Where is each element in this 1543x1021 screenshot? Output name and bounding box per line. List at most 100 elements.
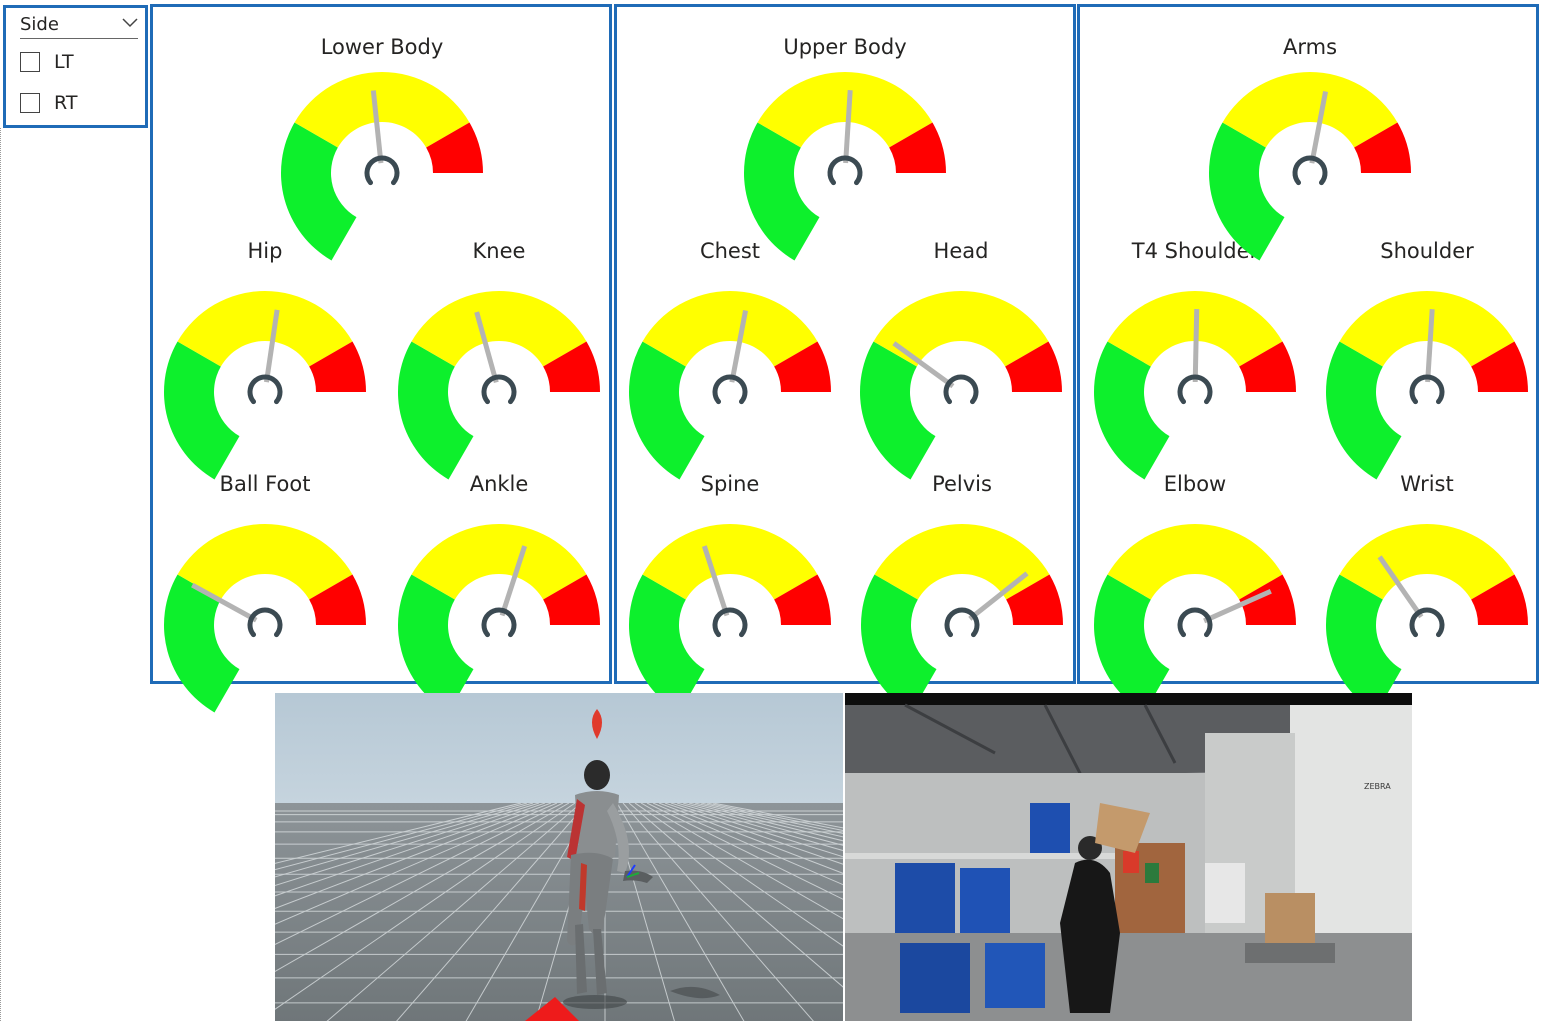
gauge-band-yellow [411,291,587,367]
gauge-needle [263,309,280,383]
gauge-hub [247,374,283,405]
gauge-band-green [164,341,240,480]
gauge-band-red [426,122,483,173]
gauge-hub [1292,155,1328,186]
gauge-band-red [309,574,366,625]
gauge-band-green [1094,341,1170,480]
slicer-title: Side [20,14,59,35]
gauge-ankle [398,524,600,713]
gauge-title-t4-shoulder: T4 Shoulder [1131,239,1259,263]
gauge-band-green [860,341,936,480]
gauge-band-yellow [411,524,587,600]
lt-checkbox[interactable] [20,52,40,72]
gauge-hub [1409,374,1445,405]
gauge-band-yellow [177,524,353,600]
slicer-option-lt[interactable]: LT [20,48,74,76]
slicer-option-label: RT [54,92,78,114]
gauge-band-red [1239,574,1296,625]
gauge-lower-body [281,72,483,261]
panel-arms: Arms T4 Shoulder Shoulder Elbow Wrist [1077,4,1539,713]
gauge-title-knee: Knee [472,239,526,263]
gauge-title-ball-foot: Ball Foot [219,472,311,496]
gauge-needle [968,571,1029,621]
gauge-title-head: Head [933,239,989,263]
gauge-ball-foot [164,524,366,713]
gauge-head [860,291,1062,480]
gauge-needle [729,310,749,383]
gauge-band-green [861,574,937,713]
gauge-needle [370,90,384,164]
gauge-band-green [281,122,357,261]
gauge-title-lower-body: Lower Body [320,35,444,59]
gauge-hub [1409,607,1445,638]
gauge-band-yellow [642,291,818,367]
gauge-pelvis [861,524,1063,713]
slicer-option-rt[interactable]: RT [20,89,77,117]
gauge-band-green [629,341,705,480]
gauge-band-red [1239,341,1296,392]
gauge-title-elbow: Elbow [1163,472,1227,496]
gauge-band-red [1005,341,1062,392]
gauge-band-yellow [1339,524,1515,600]
gauge-arms [1209,72,1411,261]
gauge-title-pelvis: Pelvis [932,472,992,496]
gauge-hub [247,607,283,638]
gauge-title-upper-body: Upper Body [783,35,907,59]
rt-checkbox[interactable] [20,93,40,113]
gauge-needle [474,311,499,384]
panel-lower-body: Lower Body Hip Knee Ball Foot Ankle [150,4,612,713]
gauge-band-green [1326,574,1402,713]
warehouse-camera-view: ZEBRA [845,693,1412,1021]
gauge-band-red [1006,574,1063,625]
chevron-down-icon[interactable] [122,16,138,30]
gauge-hub [1177,374,1213,405]
page-edge-divider [0,128,2,1021]
gauge-band-green [1326,341,1402,480]
gauge-elbow [1094,524,1296,713]
gauge-band-red [1471,341,1528,392]
gauge-band-yellow [642,524,818,600]
slicer-header[interactable]: Side [20,14,138,39]
gauge-band-green [744,122,820,261]
gauge-title-arms: Arms [1282,35,1338,59]
gauge-hub [712,607,748,638]
motion-capture-3d-view [275,693,843,1021]
gauge-band-red [543,574,600,625]
gauge-band-green [398,574,474,713]
gauge-title-wrist: Wrist [1400,472,1454,496]
gauge-band-red [543,341,600,392]
gauge-hub [1177,607,1213,638]
gauge-title-spine: Spine [700,472,760,496]
gauge-hub [827,155,863,186]
gauge-hub [943,374,979,405]
gauge-needle [499,545,528,617]
gauge-needle [892,341,955,389]
avatar-figure [567,760,653,995]
gauge-needle [191,582,258,623]
gauge-band-red [774,574,831,625]
gauge-needle [1377,555,1424,619]
gauge-band-yellow [757,72,933,148]
gauge-knee [398,291,600,480]
gauge-wrist [1326,524,1528,713]
gauge-band-yellow [177,291,353,367]
gauge-needle [701,545,730,617]
gauge-title-hip: Hip [247,239,283,263]
gauge-shoulder [1326,291,1528,480]
gauge-needle [1203,588,1272,624]
gauge-title-shoulder: Shoulder [1380,239,1474,263]
gauge-hub [364,155,400,186]
gauge-band-yellow [1107,524,1283,600]
gauge-band-red [1471,574,1528,625]
gauge-band-green [164,574,240,713]
gauge-spine [629,524,831,713]
gauge-needle [1309,91,1329,164]
gauge-band-yellow [1222,72,1398,148]
side-slicer[interactable]: Side LT RT [3,5,148,128]
gauge-needle [843,90,853,164]
gauge-band-yellow [294,72,470,148]
gauge-band-red [1354,122,1411,173]
gauge-band-yellow [874,524,1050,600]
gauge-upper-body [744,72,946,261]
gauge-chest [629,291,831,480]
